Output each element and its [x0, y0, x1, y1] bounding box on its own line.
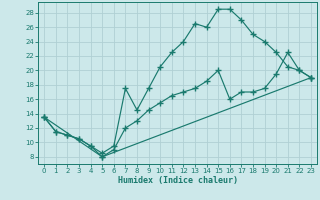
X-axis label: Humidex (Indice chaleur): Humidex (Indice chaleur) — [118, 176, 238, 185]
